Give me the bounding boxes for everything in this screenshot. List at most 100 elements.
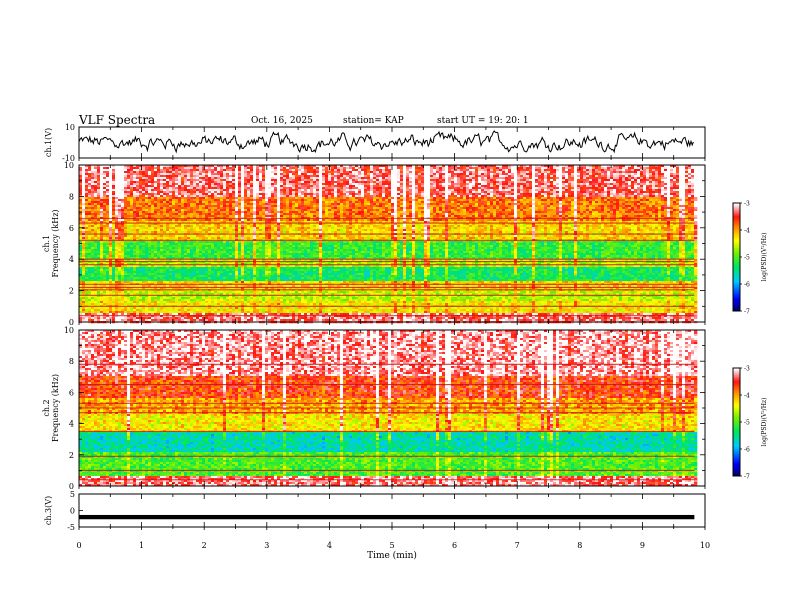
ch1-spectrogram-cell xyxy=(313,169,316,171)
ch1-spectrogram-cell xyxy=(181,197,184,199)
ch1-spectrogram-cell xyxy=(478,211,481,213)
ch1-spectrogram-cell xyxy=(292,169,295,171)
ch1-spectrogram-cell xyxy=(217,187,220,189)
ch1-spectrogram-cell xyxy=(238,173,241,175)
ch1-spectrogram-cell xyxy=(460,177,463,179)
ch1-spectrogram-cell xyxy=(409,189,412,191)
ch1-spectrogram-cell xyxy=(469,173,472,175)
ch1-spectrogram-cell xyxy=(118,183,121,185)
ch1-spectrogram-cell xyxy=(379,187,382,189)
ch1-spectrogram-cell xyxy=(388,173,391,175)
ch1-spectrogram-cell xyxy=(94,173,97,175)
ch1-spectrogram-cell xyxy=(529,197,532,199)
ch1-spectrogram-cell xyxy=(658,197,661,199)
ch1-spectrogram-cell xyxy=(121,195,124,197)
ch1-spectrogram-cell xyxy=(598,173,601,175)
ch1-spectrogram-cell xyxy=(457,169,460,171)
ch1-spectrogram-cell xyxy=(250,199,253,201)
ch1-spectrogram-cell xyxy=(256,175,259,177)
ch1-spectrogram-cell xyxy=(337,183,340,185)
ch1-spectrogram-cell xyxy=(313,185,316,187)
ch1-spectrogram-cell xyxy=(409,169,412,171)
ch1-spectrogram-cell xyxy=(304,169,307,171)
ch1-spectrogram-cell xyxy=(280,195,283,197)
ch1-spectrogram-cell xyxy=(370,183,373,185)
ch1-spectrogram-cell xyxy=(658,205,661,207)
ch1-spectrogram-cell xyxy=(505,199,508,201)
ch1-spectrogram-cell xyxy=(688,197,691,199)
ch1-spectrogram-cell xyxy=(484,205,487,207)
ch1-spectrogram-cell xyxy=(178,189,181,191)
ch1-spectrogram-cell xyxy=(127,205,130,207)
ch1-spectrogram-cell xyxy=(616,171,619,173)
ch1-spectrogram-cell xyxy=(505,195,508,197)
ch1-spectrogram-cell xyxy=(85,169,88,171)
ch1-spectrogram-cell xyxy=(418,187,421,189)
ch1-spectrogram-cell xyxy=(106,175,109,177)
ch1-spectrogram-cell xyxy=(121,193,124,195)
ch1-spectrogram-cell xyxy=(625,205,628,207)
ch1-spectrogram-cell xyxy=(499,189,502,191)
ch1-spectrogram-cell xyxy=(394,181,397,183)
ch1-spectrogram-cell xyxy=(559,197,562,199)
ch1-spectrogram-cell xyxy=(112,173,115,175)
ch1-spectrogram-cell xyxy=(166,199,169,201)
ch1-spectrogram-cell xyxy=(505,189,508,191)
ch1-spectrogram-cell xyxy=(316,205,319,207)
ch1-spectrogram-cell xyxy=(535,181,538,183)
ch1-spectrogram-cell xyxy=(463,199,466,201)
ch1-spectrogram-cell xyxy=(451,195,454,197)
ch1-spectrogram-cell xyxy=(136,203,139,205)
ch1-spectrogram-cell xyxy=(88,205,91,207)
ch1-spectrogram-cell xyxy=(427,179,430,181)
ch1-spectrogram-cell xyxy=(367,189,370,191)
ch1-spectrogram-cell xyxy=(367,187,370,189)
ch1-spectrogram-cell xyxy=(340,197,343,199)
ch1-spectrogram-cell xyxy=(361,173,364,175)
ch1-spectrogram-cell xyxy=(172,195,175,197)
ch1-spectrogram-cell xyxy=(508,185,511,187)
ch1-spectrogram-cell xyxy=(565,197,568,199)
ch1-spectrogram-cell xyxy=(652,209,655,211)
ch1-spectrogram-cell xyxy=(637,195,640,197)
ch1-spectrogram-cell xyxy=(604,185,607,187)
ch1-spectrogram-cell xyxy=(313,199,316,201)
ch1-spectrogram-cell xyxy=(490,185,493,187)
ch1-spectrogram-cell xyxy=(223,197,226,199)
ch1-spectrogram-cell xyxy=(163,181,166,183)
ch1-spectrogram-cell xyxy=(175,195,178,197)
ch1-spectrogram-cell xyxy=(319,193,322,195)
ch1-spectrogram-cell xyxy=(676,191,679,193)
ch1-spectrogram-cell xyxy=(235,199,238,201)
ch1-spectrogram-cell xyxy=(145,193,148,195)
ch1-spectrogram-cell xyxy=(346,169,349,171)
ch1-spectrogram-cell xyxy=(676,197,679,199)
ch1-spectrogram-cell xyxy=(541,169,544,171)
ch1-spectrogram-cell xyxy=(241,209,244,211)
ch1-spectrogram-cell xyxy=(166,179,169,181)
ch1-spectrogram-cell xyxy=(148,207,151,209)
ch1-spectrogram-cell xyxy=(127,209,130,211)
ch1-spectrogram-cell xyxy=(133,183,136,185)
ch1-spectrogram-cell xyxy=(163,201,166,203)
ch1-spectrogram-cell xyxy=(550,183,553,185)
ch1-spectrogram-cell xyxy=(529,193,532,195)
ch1-spectrogram-cell xyxy=(532,203,535,205)
ch1-spectrogram-cell xyxy=(394,183,397,185)
ch1-spectrogram-cell xyxy=(628,201,631,203)
ch1-spectrogram-cell xyxy=(598,181,601,183)
ch1-spectrogram-cell xyxy=(163,191,166,193)
ch1-spectrogram-cell xyxy=(103,199,106,201)
ch1-spectrogram-cell xyxy=(520,181,523,183)
ch1-spectrogram-cell xyxy=(109,203,112,205)
ch1-spectrogram-cell xyxy=(409,211,412,213)
ch1-spectrogram-cell xyxy=(400,171,403,173)
ch1-spectrogram-cell xyxy=(622,193,625,195)
ch1-spectrogram-cell xyxy=(382,205,385,207)
ch1-spectrogram-cell xyxy=(277,169,280,171)
ch1-spectrogram-cell xyxy=(100,193,103,195)
ch1-spectrogram-cell xyxy=(616,199,619,201)
ch1-spectrogram-cell xyxy=(88,191,91,193)
ch1-spectrogram-cell xyxy=(394,195,397,197)
ch1-spectrogram-cell xyxy=(325,195,328,197)
